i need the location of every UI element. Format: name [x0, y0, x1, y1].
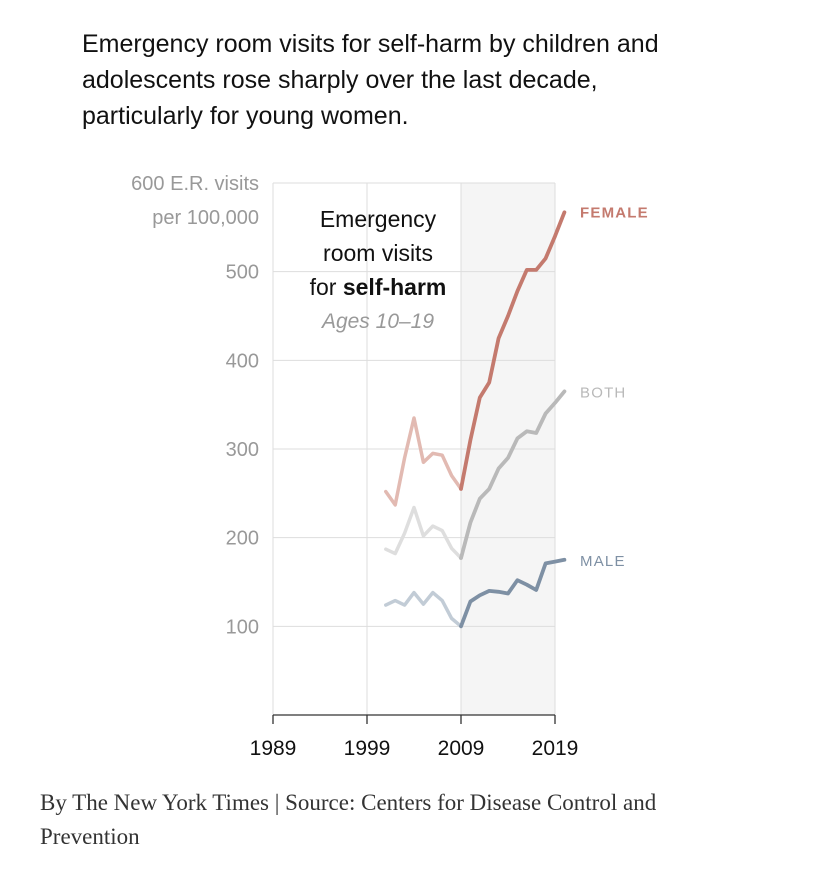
y-tick-label: 400: [226, 350, 259, 372]
inset-title-line-2: room visits: [323, 240, 433, 266]
credit-line-2: Prevention: [40, 824, 140, 849]
y-tick-label: 300: [226, 439, 259, 461]
headline-line-1: Emergency room visits for self-harm by c…: [82, 30, 659, 58]
headline-line-3: particularly for young women.: [82, 102, 409, 130]
inset-title-bold: self-harm: [343, 274, 447, 300]
series-line-male-early: [384, 590, 463, 629]
inset-subtitle: Ages 10–19: [320, 310, 434, 333]
series-label-both: BOTH: [580, 384, 626, 401]
series-label-male: MALE: [580, 553, 626, 570]
x-tick-label: 2019: [532, 737, 579, 760]
y-tick-label: 200: [226, 528, 259, 550]
y-tick-label: 100: [226, 616, 259, 638]
headline: Emergency room visits for self-harm by c…: [82, 26, 782, 134]
inset-title-prefix: for: [310, 274, 343, 300]
x-tick-label: 1989: [250, 737, 297, 760]
y-axis-label-top: 600 E.R. visits: [131, 173, 259, 195]
series-line-both-early: [384, 505, 463, 560]
series-line-both-recent: [459, 389, 567, 560]
series-label-female: FEMALE: [580, 204, 649, 221]
credit-line-1: By The New York Times | Source: Centers …: [40, 790, 657, 815]
x-tick-label: 2009: [438, 737, 485, 760]
inset-title-line-1: Emergency: [320, 206, 437, 232]
inset-title-line-3: for self-harm: [310, 274, 447, 300]
series-line-female-recent: [459, 210, 567, 491]
series-line-female-early: [384, 416, 463, 507]
credit-line: By The New York Times | Source: Centers …: [40, 786, 800, 854]
y-tick-label: 500: [226, 262, 259, 284]
series-line-male-recent: [459, 557, 567, 629]
x-tick-label: 1999: [344, 737, 391, 760]
headline-line-2: adolescents rose sharply over the last d…: [82, 66, 598, 94]
y-axis-label-unit: per 100,000: [152, 207, 259, 229]
